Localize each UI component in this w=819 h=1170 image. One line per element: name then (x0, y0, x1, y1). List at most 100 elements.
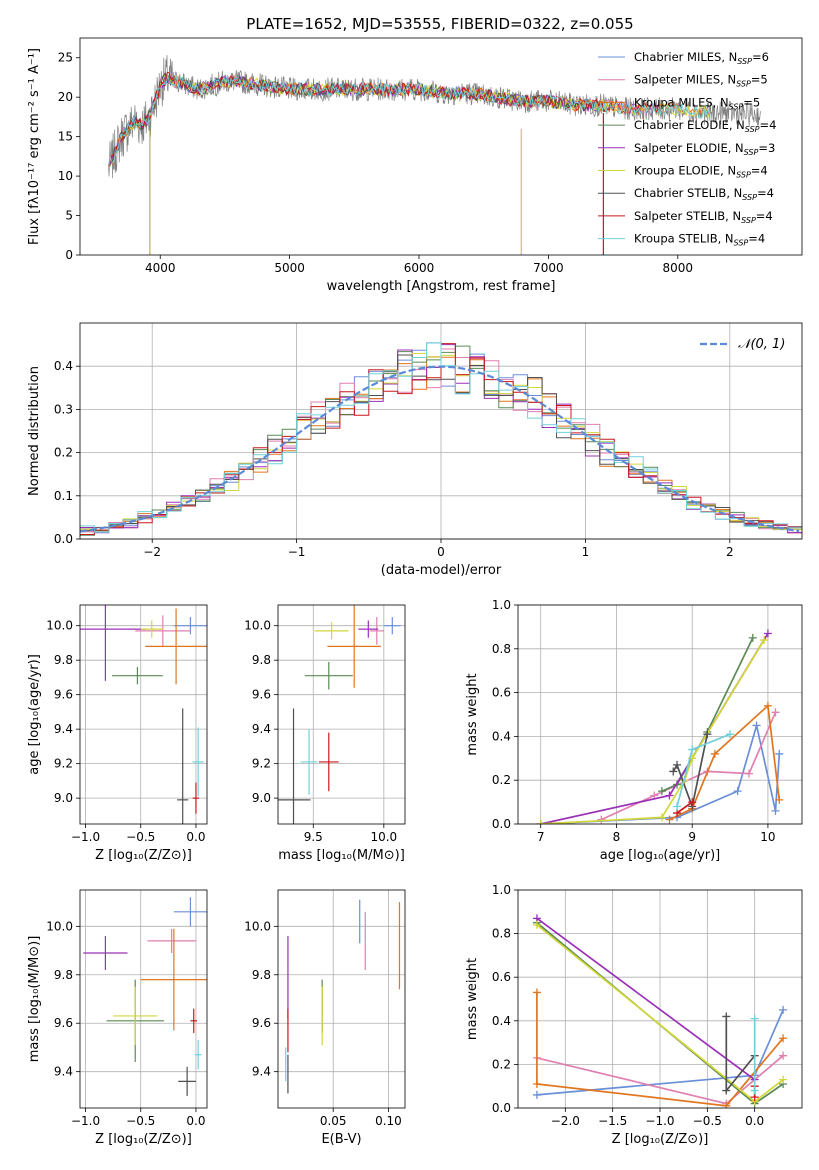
legend-text: Kroupa MILES, N (634, 95, 729, 109)
legend-subscript: SSP (736, 80, 751, 89)
x-tick-label: 2 (726, 545, 734, 559)
plus-marker (750, 1086, 759, 1095)
plus-marker (748, 633, 757, 642)
y-tick-label: 9.4 (54, 1065, 73, 1079)
x-axis-label: Z [log₁₀(Z/Z⊙)] (612, 1132, 709, 1147)
x-tick-label: −1 (288, 545, 306, 559)
x-tick-label: 0.0 (186, 1114, 205, 1128)
x-tick-label: −2 (143, 545, 161, 559)
plus-marker (532, 988, 541, 997)
data-point (190, 1008, 198, 1033)
y-tick-label: 9.6 (54, 1016, 73, 1030)
legend-subscript: SSP (744, 148, 759, 157)
grid-lines (80, 605, 207, 824)
grid-lines (278, 605, 405, 824)
legend-entry: Kroupa ELODIE, NSSP=4 (634, 164, 768, 180)
y-tick-label: 0.8 (492, 927, 511, 941)
legend-entry: Kroupa MILES, NSSP=5 (634, 95, 760, 111)
data-point (113, 986, 158, 1046)
x-axis-label: Z [log₁₀(Z/Z⊙)] (95, 848, 192, 863)
axes-frame (79, 37, 803, 256)
legend-text: Chabrier MILES, N (634, 50, 737, 64)
plus-marker (665, 815, 674, 824)
age-vs-mass-panel: 9.5 10.0 9.0 9.2 9.4 9.6 9.8 10.0 mass [log₁₀(M/… (244, 604, 406, 863)
residual-histogram (80, 342, 802, 533)
x-tick-label: 7 (537, 830, 545, 844)
x-axis-label: (data-model)/error (381, 563, 502, 578)
x-tick-label: 9.5 (304, 830, 323, 844)
y-tick-label: 0.6 (492, 686, 511, 700)
mass-weight-line (676, 801, 693, 814)
legend: 𝒩(0, 1) (700, 337, 785, 352)
x-axis-label: wavelength [Angstrom, rest frame] (327, 279, 556, 294)
plus-marker (775, 749, 784, 758)
x-tick-label: 8000 (663, 261, 694, 275)
plus-marker (722, 1012, 731, 1021)
axes-frame (517, 889, 803, 1109)
y-tick-label: 0.1 (54, 489, 73, 503)
plus-marker (733, 787, 742, 796)
legend-suffix: =4 (756, 209, 773, 223)
mass-weight-vs-age-panel: 7 8 9 10 0.0 0.2 0.4 0.6 0.8 1.0 age [log₁₀(age/yr… (465, 598, 803, 863)
y-tick-label: 9.6 (54, 688, 73, 702)
y-tick-label: 9.4 (252, 1065, 271, 1079)
x-tick-label: 10.0 (370, 830, 397, 844)
plus-marker (665, 791, 674, 800)
data-point (278, 708, 311, 824)
y-tick-label: 0.0 (54, 532, 73, 546)
y-axis-label: age [log₁₀(age/yr)] (27, 654, 42, 775)
legend-text: Chabrier ELODIE, N (634, 118, 745, 132)
data-point (112, 667, 163, 685)
axes-frame (79, 889, 208, 1109)
plus-marker (763, 701, 772, 710)
plus-marker (779, 1075, 788, 1084)
x-tick-label: 8 (613, 830, 621, 844)
plus-marker (673, 760, 682, 769)
y-tick-label: 10.0 (244, 619, 271, 633)
legend-suffix: =4 (748, 232, 765, 246)
x-tick-label: 5000 (274, 261, 305, 275)
legend-suffix: =3 (758, 141, 775, 155)
x-tick-label: 10 (760, 830, 775, 844)
x-axis-label: Z [log₁₀(Z/Z⊙)] (95, 1132, 192, 1147)
x-tick-label: 0.10 (375, 1114, 402, 1128)
data-point (173, 897, 207, 927)
legend-subscript: SSP (737, 57, 752, 66)
y-tick-label: 0 (65, 248, 73, 262)
x-tick-label: 9 (688, 830, 696, 844)
legend-text: Salpeter STELIB, N (634, 209, 741, 223)
data-point (140, 620, 163, 638)
plus-marker (722, 1101, 731, 1108)
plus-marker (657, 813, 666, 822)
plus-marker (771, 708, 780, 717)
y-tick-label: 25 (58, 51, 73, 65)
data-point (178, 1066, 196, 1096)
y-tick-label: 1.0 (492, 883, 511, 897)
y-tick-label: 9.4 (252, 722, 271, 736)
data-point (300, 729, 318, 795)
data-point (192, 782, 200, 814)
age-vs-z-panel: −1.0 −0.5 0.0 9.0 9.2 9.4 9.6 9.8 10.0 Z [log₁₀(Z… (27, 604, 208, 863)
data-point (135, 615, 191, 647)
x-tick-label: 1 (582, 545, 590, 559)
y-tick-label: 20 (58, 90, 73, 104)
legend-text: Chabrier STELIB, N (634, 186, 742, 200)
plus-marker (536, 820, 545, 824)
mass-weight-line (669, 703, 781, 821)
plot-area (80, 342, 802, 536)
plot-area (83, 897, 207, 1096)
legend-entry: Chabrier ELODIE, NSSP=4 (634, 118, 776, 134)
data-point (194, 1040, 202, 1070)
x-tick-label: 6000 (404, 261, 435, 275)
data-point (192, 727, 204, 797)
legend-subscript: SSP (736, 171, 751, 180)
y-tick-label: 15 (58, 130, 73, 144)
legend-entry: Salpeter ELODIE, NSSP=3 (634, 141, 775, 157)
data-point (304, 661, 353, 690)
axes-frame (79, 322, 803, 540)
x-tick-label: −2.0 (551, 1114, 580, 1128)
plus-marker (722, 1086, 731, 1095)
data-point (145, 608, 207, 685)
x-tick-label: 7000 (533, 261, 564, 275)
